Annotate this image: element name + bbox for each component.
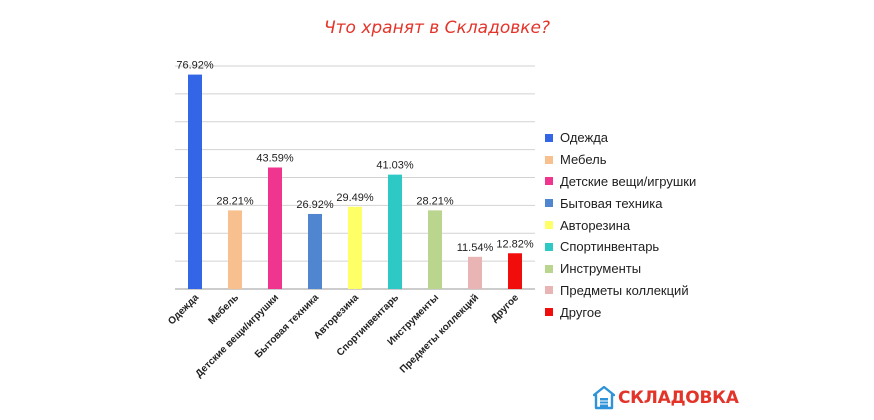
bar-value-label: 11.54%: [457, 242, 494, 254]
bar-value-label: 29.49%: [336, 192, 374, 204]
legend-swatch: [545, 221, 553, 230]
category-tick-label: Мебель: [206, 292, 241, 327]
legend-swatch: [545, 133, 553, 142]
legend-label: Одежда: [560, 130, 609, 146]
legend-label: Спортинвентарь: [560, 239, 660, 255]
legend-item: Детские вещи/игрушки: [545, 171, 696, 193]
bar: [388, 174, 402, 289]
legend: Одежда Мебель Детские вещи/игрушки Бытовая …: [545, 127, 696, 323]
bar: [188, 74, 202, 289]
legend-item: Предметы коллекций: [545, 280, 696, 302]
brand-name: СКЛАДОВКА: [618, 388, 739, 408]
legend-label: Предметы коллекций: [560, 282, 689, 298]
bar-value-label: 76.92%: [176, 60, 214, 72]
bar-value-label: 28.21%: [216, 195, 254, 207]
bar-value-label: 12.82%: [496, 238, 534, 250]
legend-label: Инструменты: [560, 261, 642, 277]
legend-item: Инструменты: [545, 258, 696, 280]
legend-swatch: [545, 155, 553, 164]
legend-item: Одежда: [545, 127, 696, 149]
legend-swatch: [545, 177, 553, 186]
legend-item: Авторезина: [545, 214, 696, 236]
legend-swatch: [545, 264, 553, 273]
value-labels: 76.92% 28.21% 43.59% 26.92%29.49% 41.03% 28.2…: [176, 60, 534, 254]
bar-value-label: 41.03%: [376, 160, 414, 172]
legend-swatch: [545, 286, 553, 295]
legend-label: Детские вещи/игрушки: [560, 173, 697, 189]
bar: [508, 253, 522, 289]
bar: [348, 206, 362, 289]
chart-title: Что хранят в Складовке?: [323, 18, 551, 38]
category-tick-label: Детские вещи/игрушки: [194, 292, 282, 380]
brand-logo: СКЛАДОВКА: [593, 386, 739, 410]
legend-item: Мебель: [545, 149, 696, 171]
bar: [228, 210, 242, 289]
legend-label: Другое: [560, 304, 602, 320]
category-tick-label: Предметы коллекций: [398, 292, 481, 375]
bar: [308, 213, 322, 289]
bar: [428, 210, 442, 289]
category-tick-label: Одежда: [166, 292, 201, 327]
legend-swatch: [545, 308, 553, 317]
bar: [268, 167, 282, 289]
bar-value-label: 28.21%: [416, 195, 454, 207]
bars: [188, 74, 522, 289]
bar-value-label: 26.92%: [296, 199, 334, 211]
legend-item: Спортинвентарь: [545, 236, 696, 258]
storage-unit-icon: [593, 386, 615, 410]
legend-item: Бытовая техника: [545, 192, 696, 214]
legend-item: Другое: [545, 301, 696, 323]
legend-swatch: [545, 242, 553, 251]
legend-label: Авторезина: [560, 217, 631, 233]
category-tick-label: Другое: [489, 292, 521, 324]
bar-value-label: 43.59%: [256, 152, 294, 164]
bar: [468, 256, 482, 289]
legend-swatch: [545, 199, 553, 208]
legend-label: Мебель: [560, 152, 607, 168]
legend-label: Бытовая техника: [560, 195, 663, 211]
